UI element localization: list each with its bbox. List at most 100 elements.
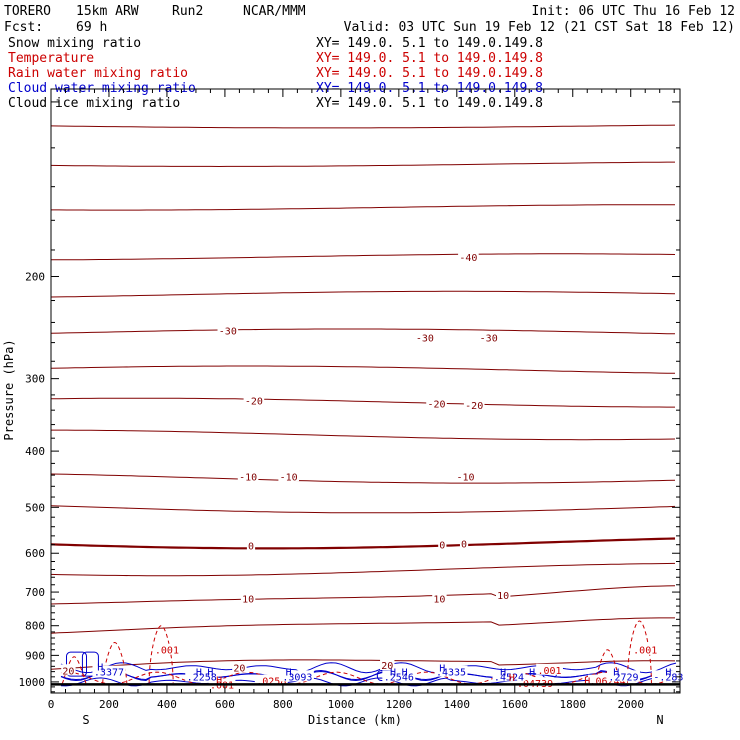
high-marker: H — [402, 668, 408, 679]
cloud-water-contour — [60, 662, 677, 674]
x-tick-label: 400 — [157, 698, 177, 711]
rain-label: .001 — [155, 646, 179, 657]
high-marker: H — [584, 677, 590, 688]
temperature-label: 20 — [233, 664, 245, 675]
temperature-label: -20 — [465, 401, 483, 412]
temperature-label-bg — [459, 537, 469, 549]
run-label: Run2 — [172, 4, 203, 19]
legend-snow: Snow mixing ratio — [8, 36, 141, 51]
cloud-water-cell — [66, 651, 88, 677]
contour-labels: -40 -30 -30 -30 -20 -20 -20 -10 -10 -10 0 0 0 10 10 10 2… — [61, 250, 685, 691]
temperature-label: -20 — [427, 399, 445, 410]
legend-rain: Rain water mixing ratio — [8, 66, 188, 81]
cloud-water-cell — [81, 651, 99, 677]
temperature-label-bg — [278, 470, 299, 482]
rain-label: .06244 — [589, 677, 625, 688]
temperature-label: -30 — [416, 334, 434, 345]
high-marker: H — [665, 668, 671, 679]
isotherm-15 — [50, 617, 675, 634]
temperature-label-bg — [217, 324, 239, 336]
cloud-water-contour — [60, 670, 677, 681]
x-tick-label: 800 — [273, 698, 293, 711]
temperature-label: 20 — [62, 666, 74, 677]
cloud-water-label-bg — [492, 670, 526, 682]
legend-rain-xy: XY= 149.0. 5.1 to 149.0.149.8 — [316, 66, 543, 81]
legend-cloud-ice: Cloud ice mixing ratio — [8, 96, 180, 111]
isotherm-m55 — [50, 124, 676, 129]
isotherm-0 — [50, 537, 676, 550]
temperature-label: 0 — [461, 539, 467, 550]
valid-time: Valid: 03 UTC Sun 19 Feb 12 (21 CST Sat … — [344, 20, 735, 35]
x-tick-label: 200 — [99, 698, 119, 711]
y-axis-label: Pressure (hPa) — [2, 339, 16, 440]
temperature-label: -30 — [219, 327, 237, 338]
x-end-label-right: N — [656, 713, 663, 727]
y-tick-label: 1000 — [19, 676, 46, 689]
rain-label-bg — [254, 674, 288, 686]
temperature-label: 0 — [248, 542, 254, 553]
temperature-label-bg — [478, 331, 499, 343]
temperature-label-bg — [380, 658, 395, 670]
y-tick-label: 300 — [25, 373, 45, 386]
forecast-label: Fcst: — [4, 20, 43, 35]
resolution: 15km ARW — [76, 4, 139, 19]
isotherm-m20 — [50, 397, 675, 408]
temperature-label: -30 — [480, 334, 498, 345]
cloud-water-label: .4524 — [494, 672, 524, 683]
rain-label: .001 — [538, 666, 562, 677]
x-tick-label: 600 — [215, 698, 235, 711]
cloud-water-label: .3093 — [282, 672, 312, 683]
rain-water-contour — [60, 671, 680, 685]
cloud-water-label-bg — [92, 665, 126, 677]
isotherm-m35 — [50, 290, 676, 298]
x-tick-label: 2000 — [617, 698, 644, 711]
init-time: Init: 06 UTC Thu 16 Feb 12 — [532, 4, 736, 19]
plot-frame — [50, 88, 681, 694]
temperature-contours — [50, 124, 676, 670]
rain-label-bg — [631, 643, 659, 655]
forecast-hours: 69 h — [76, 20, 107, 35]
temperature-label-bg — [237, 470, 259, 482]
isotherm-10 — [50, 585, 676, 605]
header: TORERO 15km ARW Run2 NCAR/MMM Init: 06 U… — [4, 4, 735, 35]
high-marker: H — [500, 668, 506, 679]
high-marker: H — [97, 662, 103, 673]
high-marker: H — [529, 668, 535, 679]
legend-cloud-ice-xy: XY= 149.0. 5.1 to 149.0.149.8 — [316, 96, 543, 111]
rain-label: .0258 — [256, 677, 286, 688]
temperature-label-bg — [232, 661, 247, 673]
temperature-label-bg — [240, 592, 256, 604]
model-name: TORERO — [4, 4, 51, 19]
high-marker: H — [613, 668, 619, 679]
x-tick-label: 1200 — [386, 698, 413, 711]
high-marker: H — [439, 664, 445, 675]
isotherm-m45 — [51, 204, 675, 211]
temperature-label: -10 — [456, 472, 474, 483]
isotherm-20 — [50, 659, 676, 670]
legend-temperature: Temperature — [8, 51, 94, 66]
rain-label: .001 — [633, 646, 657, 657]
cloud-water-label: .2729 — [608, 672, 638, 683]
temperature-label: 10 — [497, 591, 509, 602]
y-tick-label: 500 — [25, 501, 45, 514]
x-tick-label: 1400 — [444, 698, 471, 711]
high-marker: H — [509, 673, 515, 684]
y-tick-label: 200 — [25, 271, 45, 284]
isotherm-m15 — [51, 429, 676, 441]
temperature-label: -20 — [245, 396, 263, 407]
temperature-label: -10 — [280, 472, 298, 483]
isotherm-m50 — [50, 161, 675, 168]
rain-label-bg — [153, 643, 181, 655]
legend-temperature-xy: XY= 149.0. 5.1 to 149.0.149.8 — [316, 51, 543, 66]
temperature-label-bg — [426, 397, 447, 409]
rain-water-contour — [148, 625, 174, 684]
rain-label-bg — [536, 663, 563, 675]
high-marker: H — [286, 668, 292, 679]
temperature-label-bg — [61, 664, 76, 676]
temperature-label-bg — [432, 592, 447, 604]
x-axis-label: Distance (km) — [308, 713, 402, 727]
high-marker: H — [207, 668, 213, 679]
temperature-label: 20 — [381, 661, 393, 672]
temperature-label: -10 — [239, 472, 257, 483]
